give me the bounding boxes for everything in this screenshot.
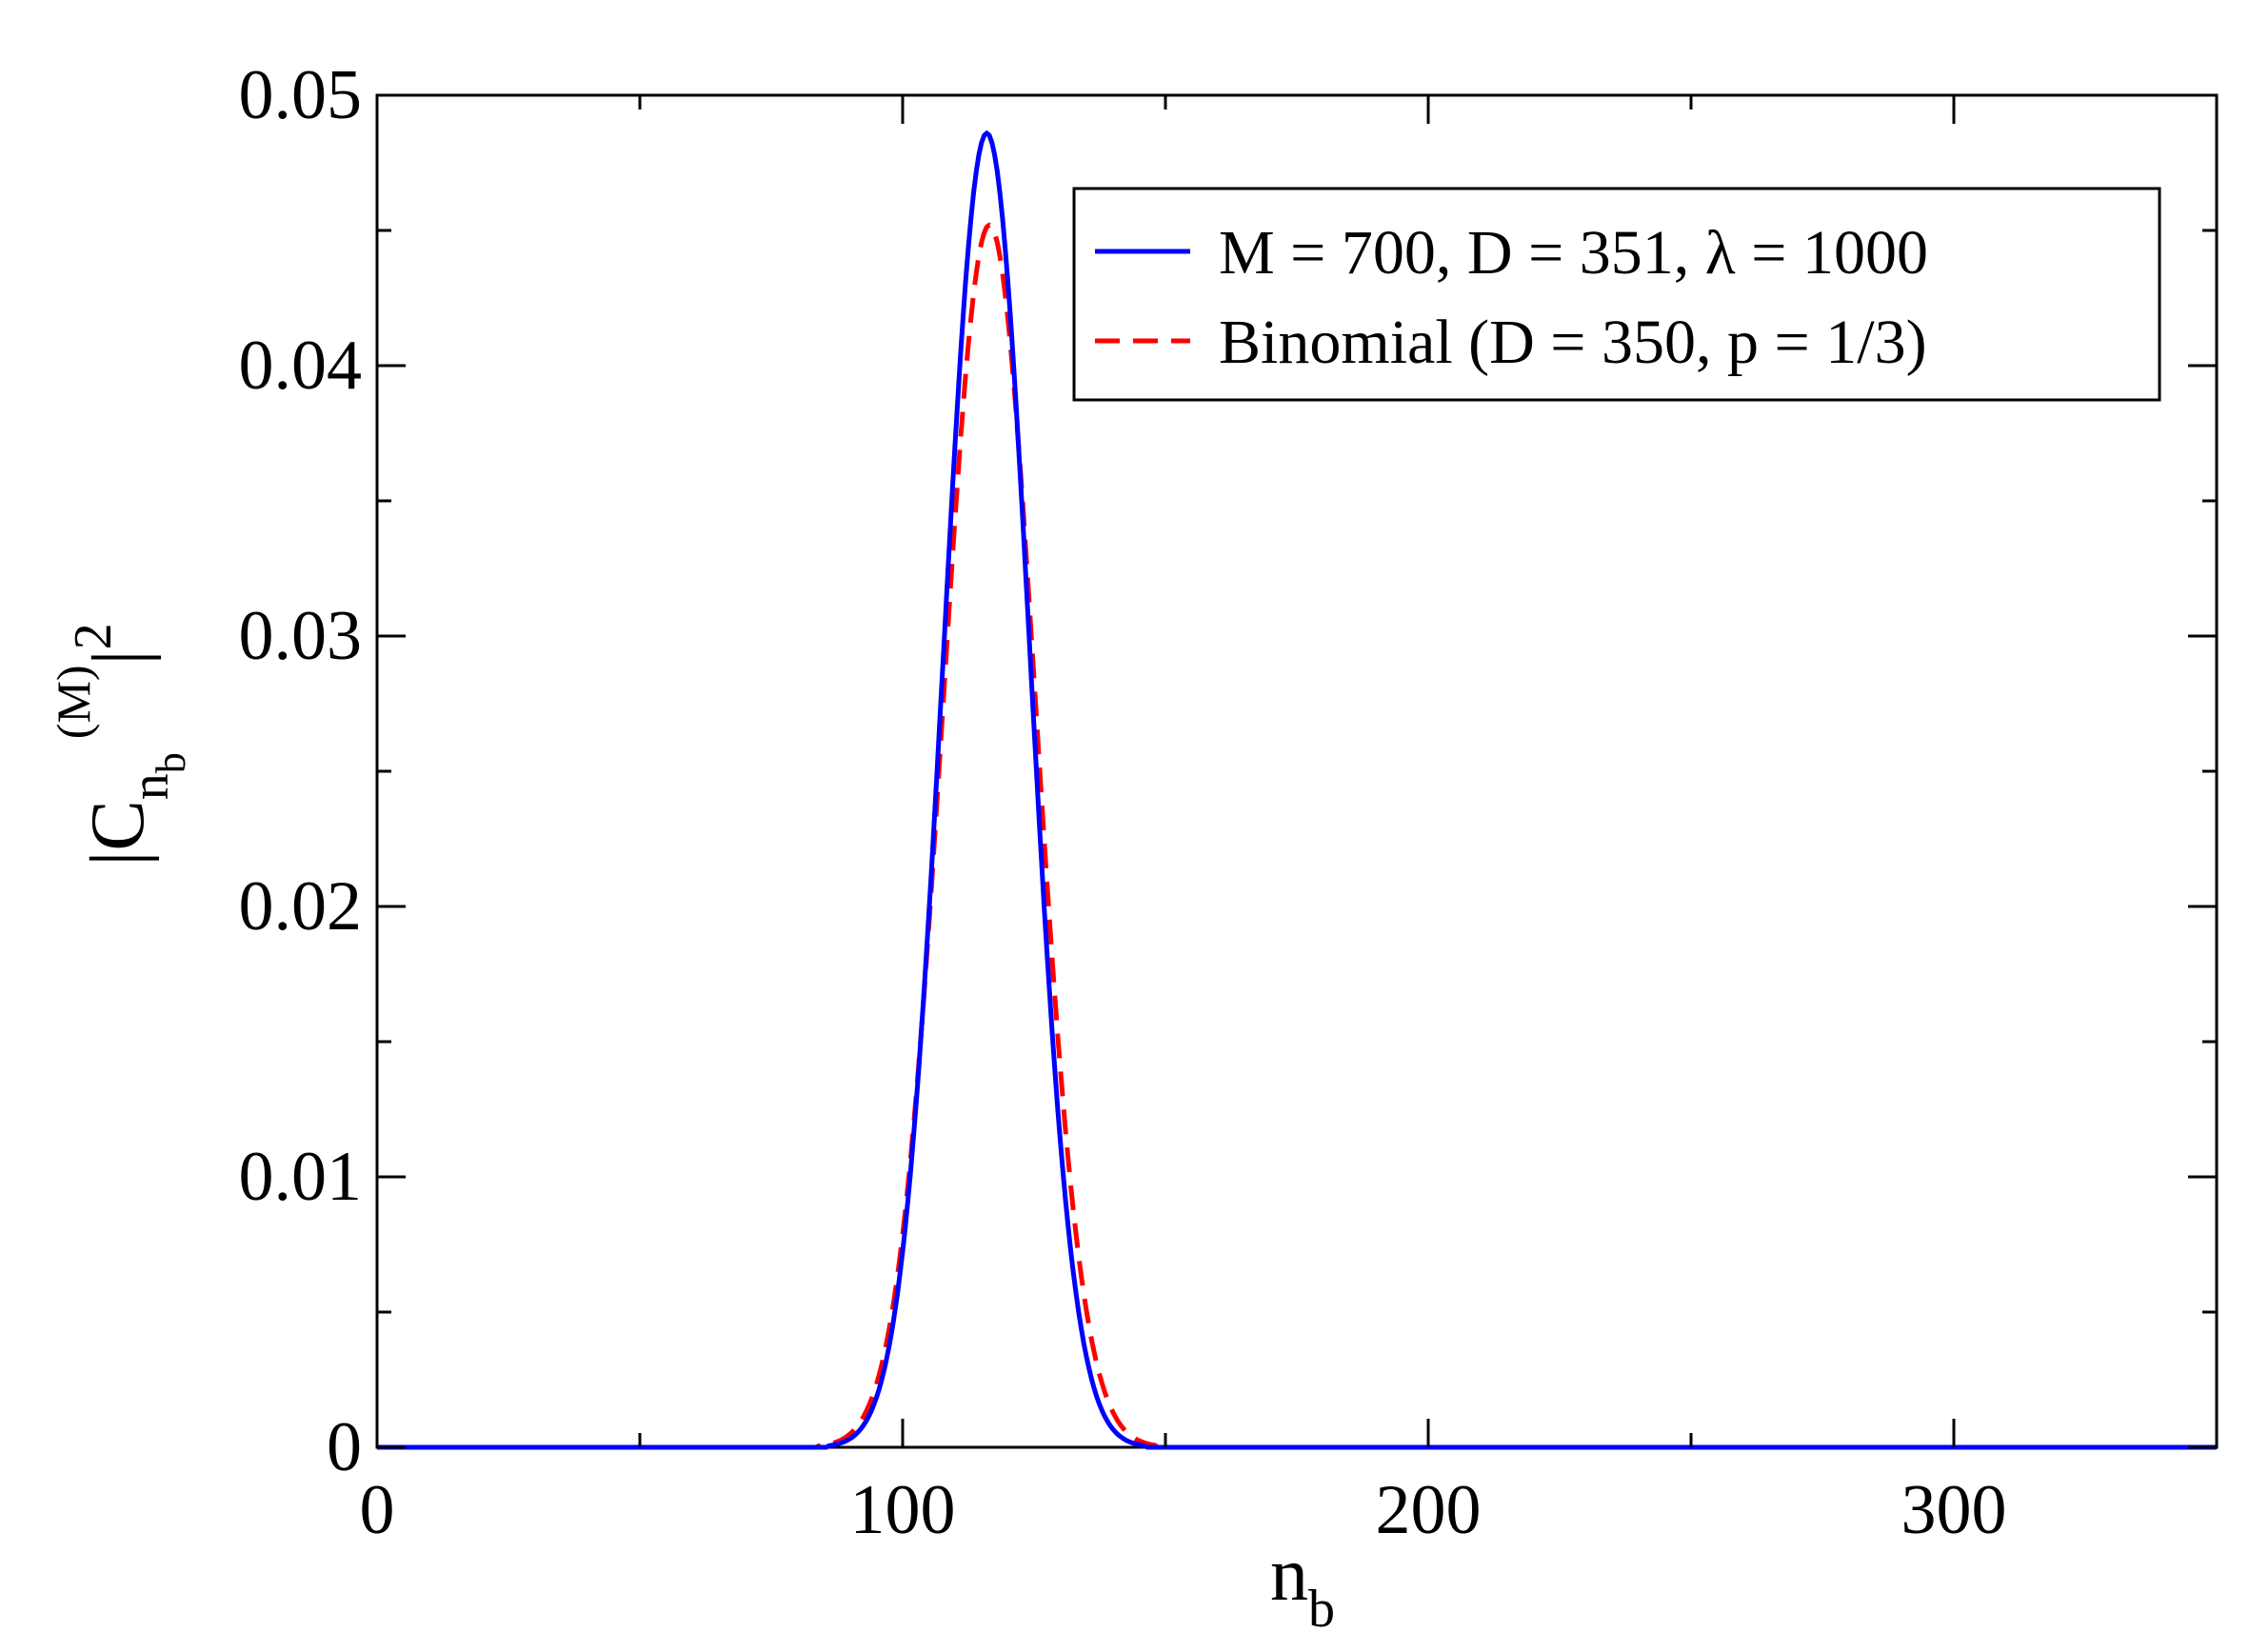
legend-box: [1072, 187, 2161, 402]
tick-labels: 0 100 200 300 0 0.01 0.02 0.03 0.04 0.05: [239, 56, 2007, 1549]
legend-label-series-1: M = 700, D = 351, λ = 1000: [1219, 218, 1928, 288]
series-line-2: [377, 222, 2217, 1450]
y-tick-label: 0.03: [239, 597, 363, 675]
y-tick-label: 0.02: [239, 867, 363, 945]
y-tick-label: 0: [327, 1408, 362, 1486]
x-tick-label: 0: [360, 1471, 395, 1549]
legend: M = 700, D = 351, λ = 1000 Binomial (D =…: [1072, 187, 2161, 402]
x-tick-label: 200: [1376, 1471, 1482, 1549]
x-tick-label: 100: [850, 1471, 956, 1549]
x-tick-label: 300: [1901, 1471, 2007, 1549]
axis-ticks: [375, 93, 2219, 1449]
y-tick-label: 0.04: [239, 327, 363, 405]
y-tick-label: 0.01: [239, 1138, 363, 1216]
y-axis-label: |Cnb(M)|2: [47, 623, 194, 866]
series-layer: [377, 130, 2217, 1450]
legend-label-series-2: Binomial (D = 350, p = 1/3): [1219, 308, 1927, 377]
series-line-1: [377, 130, 2217, 1450]
y-tick-label: 0.05: [239, 56, 363, 134]
svg-text:|Cnb(M)|2: |Cnb(M)|2: [47, 623, 194, 866]
x-axis-label: nb: [1270, 1533, 1335, 1639]
